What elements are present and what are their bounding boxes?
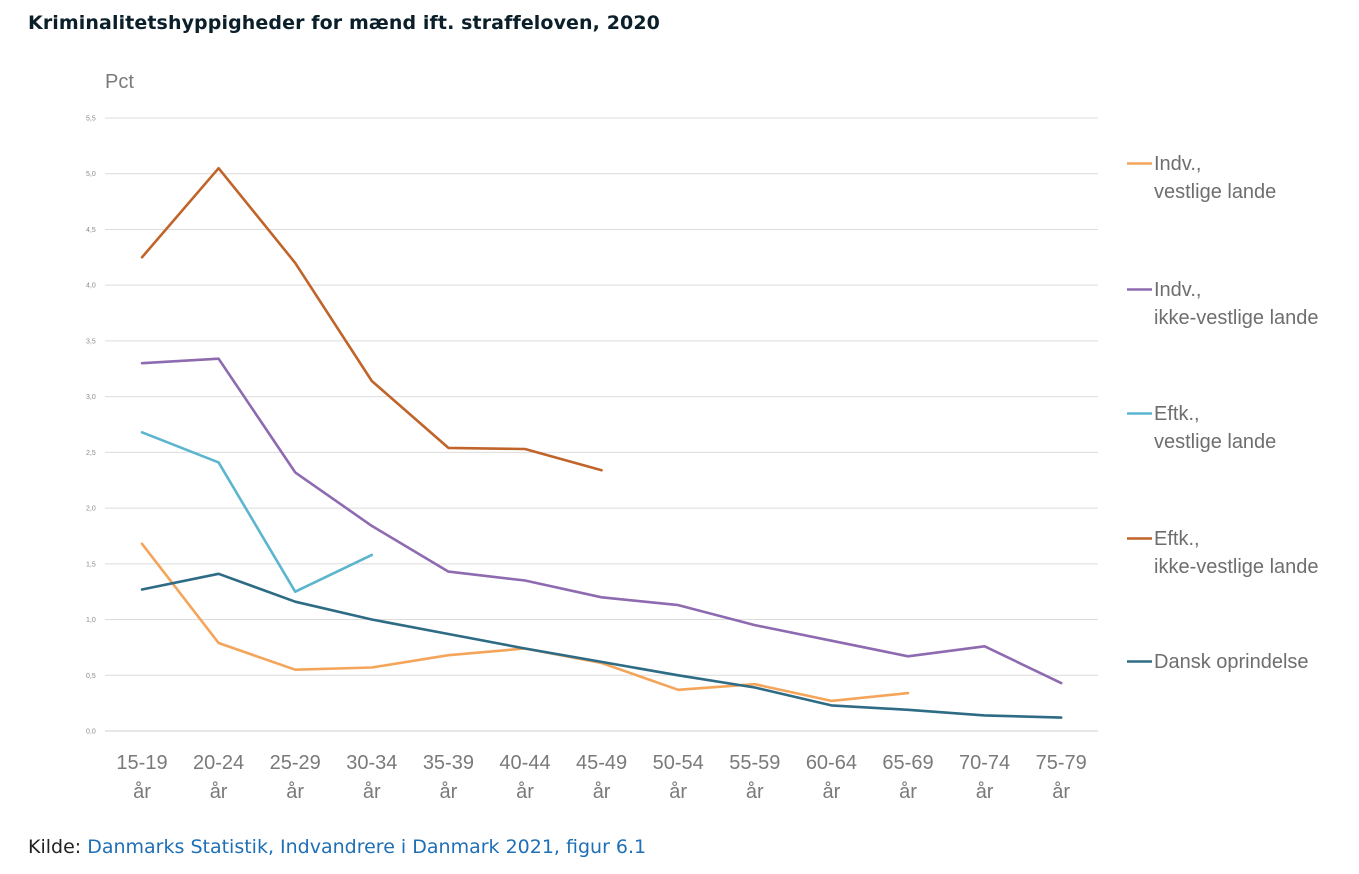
x-tick-label: år [363, 781, 381, 803]
source-line: Kilde: Danmarks Statistik, Indvandrere i… [28, 836, 646, 858]
legend-label: vestlige lande [1154, 181, 1276, 203]
x-tick-label: 15-19 [116, 752, 167, 774]
x-tick-label: år [593, 781, 611, 803]
y-tick-label: 4,0 [86, 283, 96, 290]
x-tick-label: 65-69 [882, 752, 933, 774]
x-tick-label: år [440, 781, 458, 803]
source-link[interactable]: Danmarks Statistik, Indvandrere i Danmar… [87, 836, 647, 858]
series-line [140, 357, 1063, 685]
y-axis-ticks: 0,0 0,5 1,0 1,5 2,0 2,5 3,0 3,5 4,0 4,5 5,0 5,5 [86, 116, 96, 736]
y-tick-label: 5,0 [86, 171, 96, 178]
y-unit-label: Pct [105, 71, 134, 93]
x-tick-label: 40-44 [499, 752, 550, 774]
series-line [140, 430, 374, 594]
legend-label: Indv., [1154, 279, 1201, 301]
legend-label: ikke-vestlige lande [1154, 556, 1319, 578]
legend: Indv., vestlige lande Indv., ikke-vestlige … [1127, 153, 1319, 673]
y-tick-label: 2,0 [86, 506, 96, 513]
x-tick-label: år [133, 781, 151, 803]
series-line [140, 572, 1063, 719]
y-tick-label: 3,0 [86, 394, 96, 401]
y-tick-label: 2,5 [86, 450, 96, 457]
legend-label: Eftk., [1154, 528, 1200, 550]
series-line [140, 542, 910, 703]
source-label: Kilde: [28, 836, 82, 858]
y-tick-label: 5,5 [86, 116, 96, 123]
legend-label: Eftk., [1154, 403, 1200, 425]
series-lines [140, 166, 1063, 719]
x-tick-label: år [669, 781, 687, 803]
x-tick-label: 20-24 [193, 752, 244, 774]
y-tick-label: 0,5 [86, 673, 96, 680]
x-tick-label: 75-79 [1036, 752, 1087, 774]
y-tick-label: 0,0 [86, 729, 96, 736]
x-tick-label: år [976, 781, 994, 803]
x-tick-label: 70-74 [959, 752, 1010, 774]
x-tick-label: 55-59 [729, 752, 780, 774]
x-tick-label: 25-29 [270, 752, 321, 774]
x-tick-label: år [286, 781, 304, 803]
y-tick-label: 4,5 [86, 227, 96, 234]
chart-title: Kriminalitetshyppigheder for mænd ift. s… [28, 12, 660, 34]
x-tick-label: 60-64 [806, 752, 857, 774]
gridlines [105, 117, 1098, 732]
legend-label: Dansk oprindelse [1154, 651, 1309, 673]
x-tick-label: år [823, 781, 841, 803]
x-tick-label: 35-39 [423, 752, 474, 774]
legend-label: vestlige lande [1154, 431, 1276, 453]
legend-label: ikke-vestlige lande [1154, 307, 1319, 329]
x-tick-label: år [1052, 781, 1070, 803]
x-tick-label: 30-34 [346, 752, 397, 774]
y-tick-label: 1,0 [86, 617, 96, 624]
y-tick-label: 3,5 [86, 338, 96, 345]
x-tick-label: 45-49 [576, 752, 627, 774]
series-line [140, 166, 603, 472]
x-tick-label: år [516, 781, 534, 803]
y-tick-label: 1,5 [86, 561, 96, 568]
x-tick-label: 50-54 [653, 752, 704, 774]
x-tick-label: år [210, 781, 228, 803]
x-axis-ticks: 15-19 år 20-24 år 25-29 år 30-34 år 35-39 år 40-44… [116, 752, 1086, 803]
x-tick-label: år [746, 781, 764, 803]
x-tick-label: år [899, 781, 917, 803]
legend-label: Indv., [1154, 153, 1201, 175]
